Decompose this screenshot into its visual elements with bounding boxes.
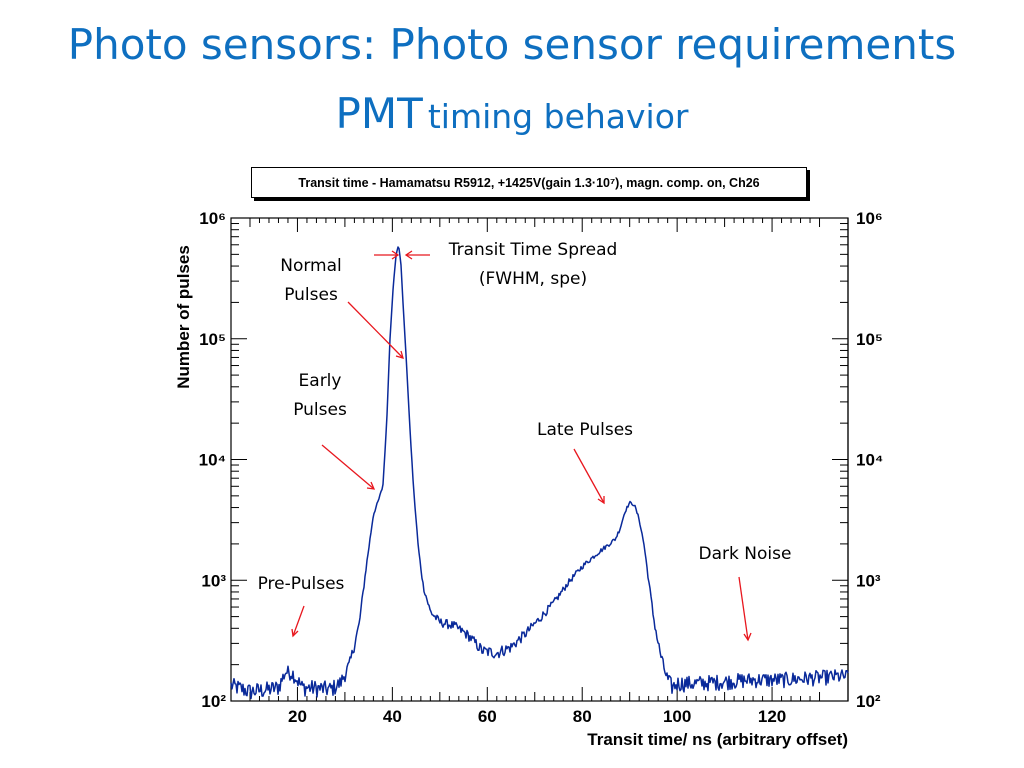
- x-tick-labels: 20 40 60 80 100 120: [288, 707, 786, 726]
- annotation-early-line2: Pulses: [293, 400, 347, 420]
- slide-title-line1: Photo sensors: Photo sensor requirements: [67, 20, 957, 69]
- y-tick-label-left: 10⁵: [199, 330, 226, 349]
- early-pulses-arrow-head: [366, 481, 376, 490]
- late-pulses-arrow: [573, 448, 605, 504]
- y-tick-labels-right: 10² 10³ 10⁴ 10⁵ 10⁶: [856, 209, 883, 711]
- late-pulses-arrow-head: [597, 496, 605, 505]
- pre-pulses-arrow: [292, 605, 305, 637]
- annotation-tts-line2: (FWHM, spe): [478, 269, 588, 289]
- series-line: [230, 246, 849, 700]
- histogram-title-box: Transit time - Hamamatsu R5912, +1425V(g…: [251, 167, 807, 198]
- x-tick-label: 20: [288, 707, 307, 726]
- annotation-pre-pulses: Pre-Pulses: [257, 574, 345, 594]
- x-tick-label: 60: [478, 707, 497, 726]
- annotation-normal-pulses: Normal Pulses: [262, 252, 360, 310]
- histogram-title: Transit time - Hamamatsu R5912, +1425V(g…: [298, 175, 760, 190]
- annotation-early-line1: Early: [298, 371, 342, 391]
- title-timing-behavior: timing behavior: [427, 97, 689, 136]
- y-tick-label-left: 10³: [201, 571, 226, 590]
- y-tick-label-right: 10²: [856, 692, 881, 711]
- annotation-normal-line1: Normal: [280, 256, 342, 276]
- y-tick-labels-left: 10² 10³ 10⁴ 10⁵ 10⁶: [199, 209, 227, 711]
- y-tick-label-left: 10²: [201, 692, 226, 711]
- y-tick-label-right: 10⁶: [856, 209, 883, 228]
- y-tick-label-left: 10⁶: [199, 209, 226, 228]
- y-tick-label-right: 10⁴: [856, 451, 883, 470]
- title-pmt: PMT: [335, 89, 423, 138]
- dark-noise-arrow: [738, 576, 749, 641]
- slide-title-line2: PMT timing behavior: [0, 84, 1024, 153]
- x-tick-label: 80: [573, 707, 592, 726]
- y-tick-label-right: 10³: [856, 571, 881, 590]
- y-axis-label: Number of pulses: [174, 245, 193, 389]
- x-tick-label: 40: [383, 707, 402, 726]
- x-tick-label: 120: [758, 707, 786, 726]
- y-tick-label-right: 10⁵: [856, 330, 883, 349]
- pre-pulses-arrow-head: [291, 628, 299, 638]
- normal-pulses-arrow: [347, 301, 404, 359]
- early-pulses-arrow: [321, 444, 375, 490]
- dark-noise-arrow-head: [743, 632, 752, 642]
- tts-arrow-right-head: [404, 250, 413, 260]
- annotation-late-pulses: Late Pulses: [536, 420, 634, 440]
- normal-pulses-arrow-head: [395, 350, 404, 359]
- annotation-dark-noise: Dark Noise: [698, 544, 792, 564]
- annotation-tts-line1: Transit Time Spread: [448, 240, 618, 260]
- y-tick-label-left: 10⁴: [199, 451, 226, 470]
- x-tick-label: 100: [663, 707, 691, 726]
- tts-arrow-left-head: [391, 250, 400, 260]
- annotation-arrows: [291, 250, 752, 642]
- axis-ticks: [231, 217, 848, 702]
- annotation-tts: Transit Time Spread (FWHM, spe): [428, 236, 638, 294]
- x-axis-label: Transit time/ ns (arbitrary offset): [587, 730, 848, 749]
- annotation-early-pulses: Early Pulses: [270, 367, 370, 425]
- annotation-normal-line2: Pulses: [284, 285, 338, 305]
